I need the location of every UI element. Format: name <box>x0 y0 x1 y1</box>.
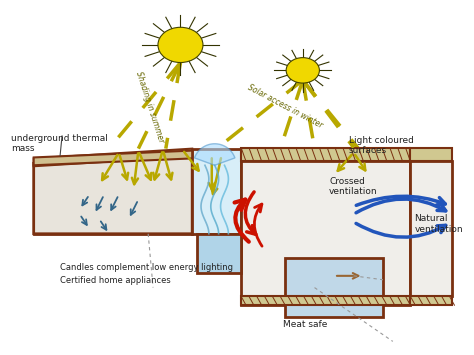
Polygon shape <box>194 144 235 165</box>
Bar <box>192 149 241 234</box>
Bar <box>197 234 241 273</box>
Bar <box>410 296 452 305</box>
Text: Certified home appliances: Certified home appliances <box>60 276 171 285</box>
Polygon shape <box>34 151 192 165</box>
Text: Natural
ventilation: Natural ventilation <box>414 214 463 234</box>
Bar <box>34 163 192 234</box>
Text: underground thermal
mass: underground thermal mass <box>11 134 108 153</box>
Text: Candles complement low energy lighting: Candles complement low energy lighting <box>60 263 233 272</box>
Text: Crossed
ventilation: Crossed ventilation <box>329 177 378 196</box>
Polygon shape <box>34 149 192 166</box>
Polygon shape <box>34 157 192 234</box>
Text: Shading in summer: Shading in summer <box>134 70 166 143</box>
Bar <box>241 296 410 305</box>
Text: Solar access in winter: Solar access in winter <box>246 83 324 130</box>
Text: Meat safe: Meat safe <box>283 320 327 329</box>
Bar <box>410 148 452 162</box>
Text: Light coloured
surfaces: Light coloured surfaces <box>349 136 414 155</box>
Bar <box>285 258 383 317</box>
Bar <box>241 148 410 162</box>
Bar <box>241 162 410 305</box>
Ellipse shape <box>286 58 319 83</box>
Ellipse shape <box>158 27 203 62</box>
Bar <box>410 162 452 296</box>
